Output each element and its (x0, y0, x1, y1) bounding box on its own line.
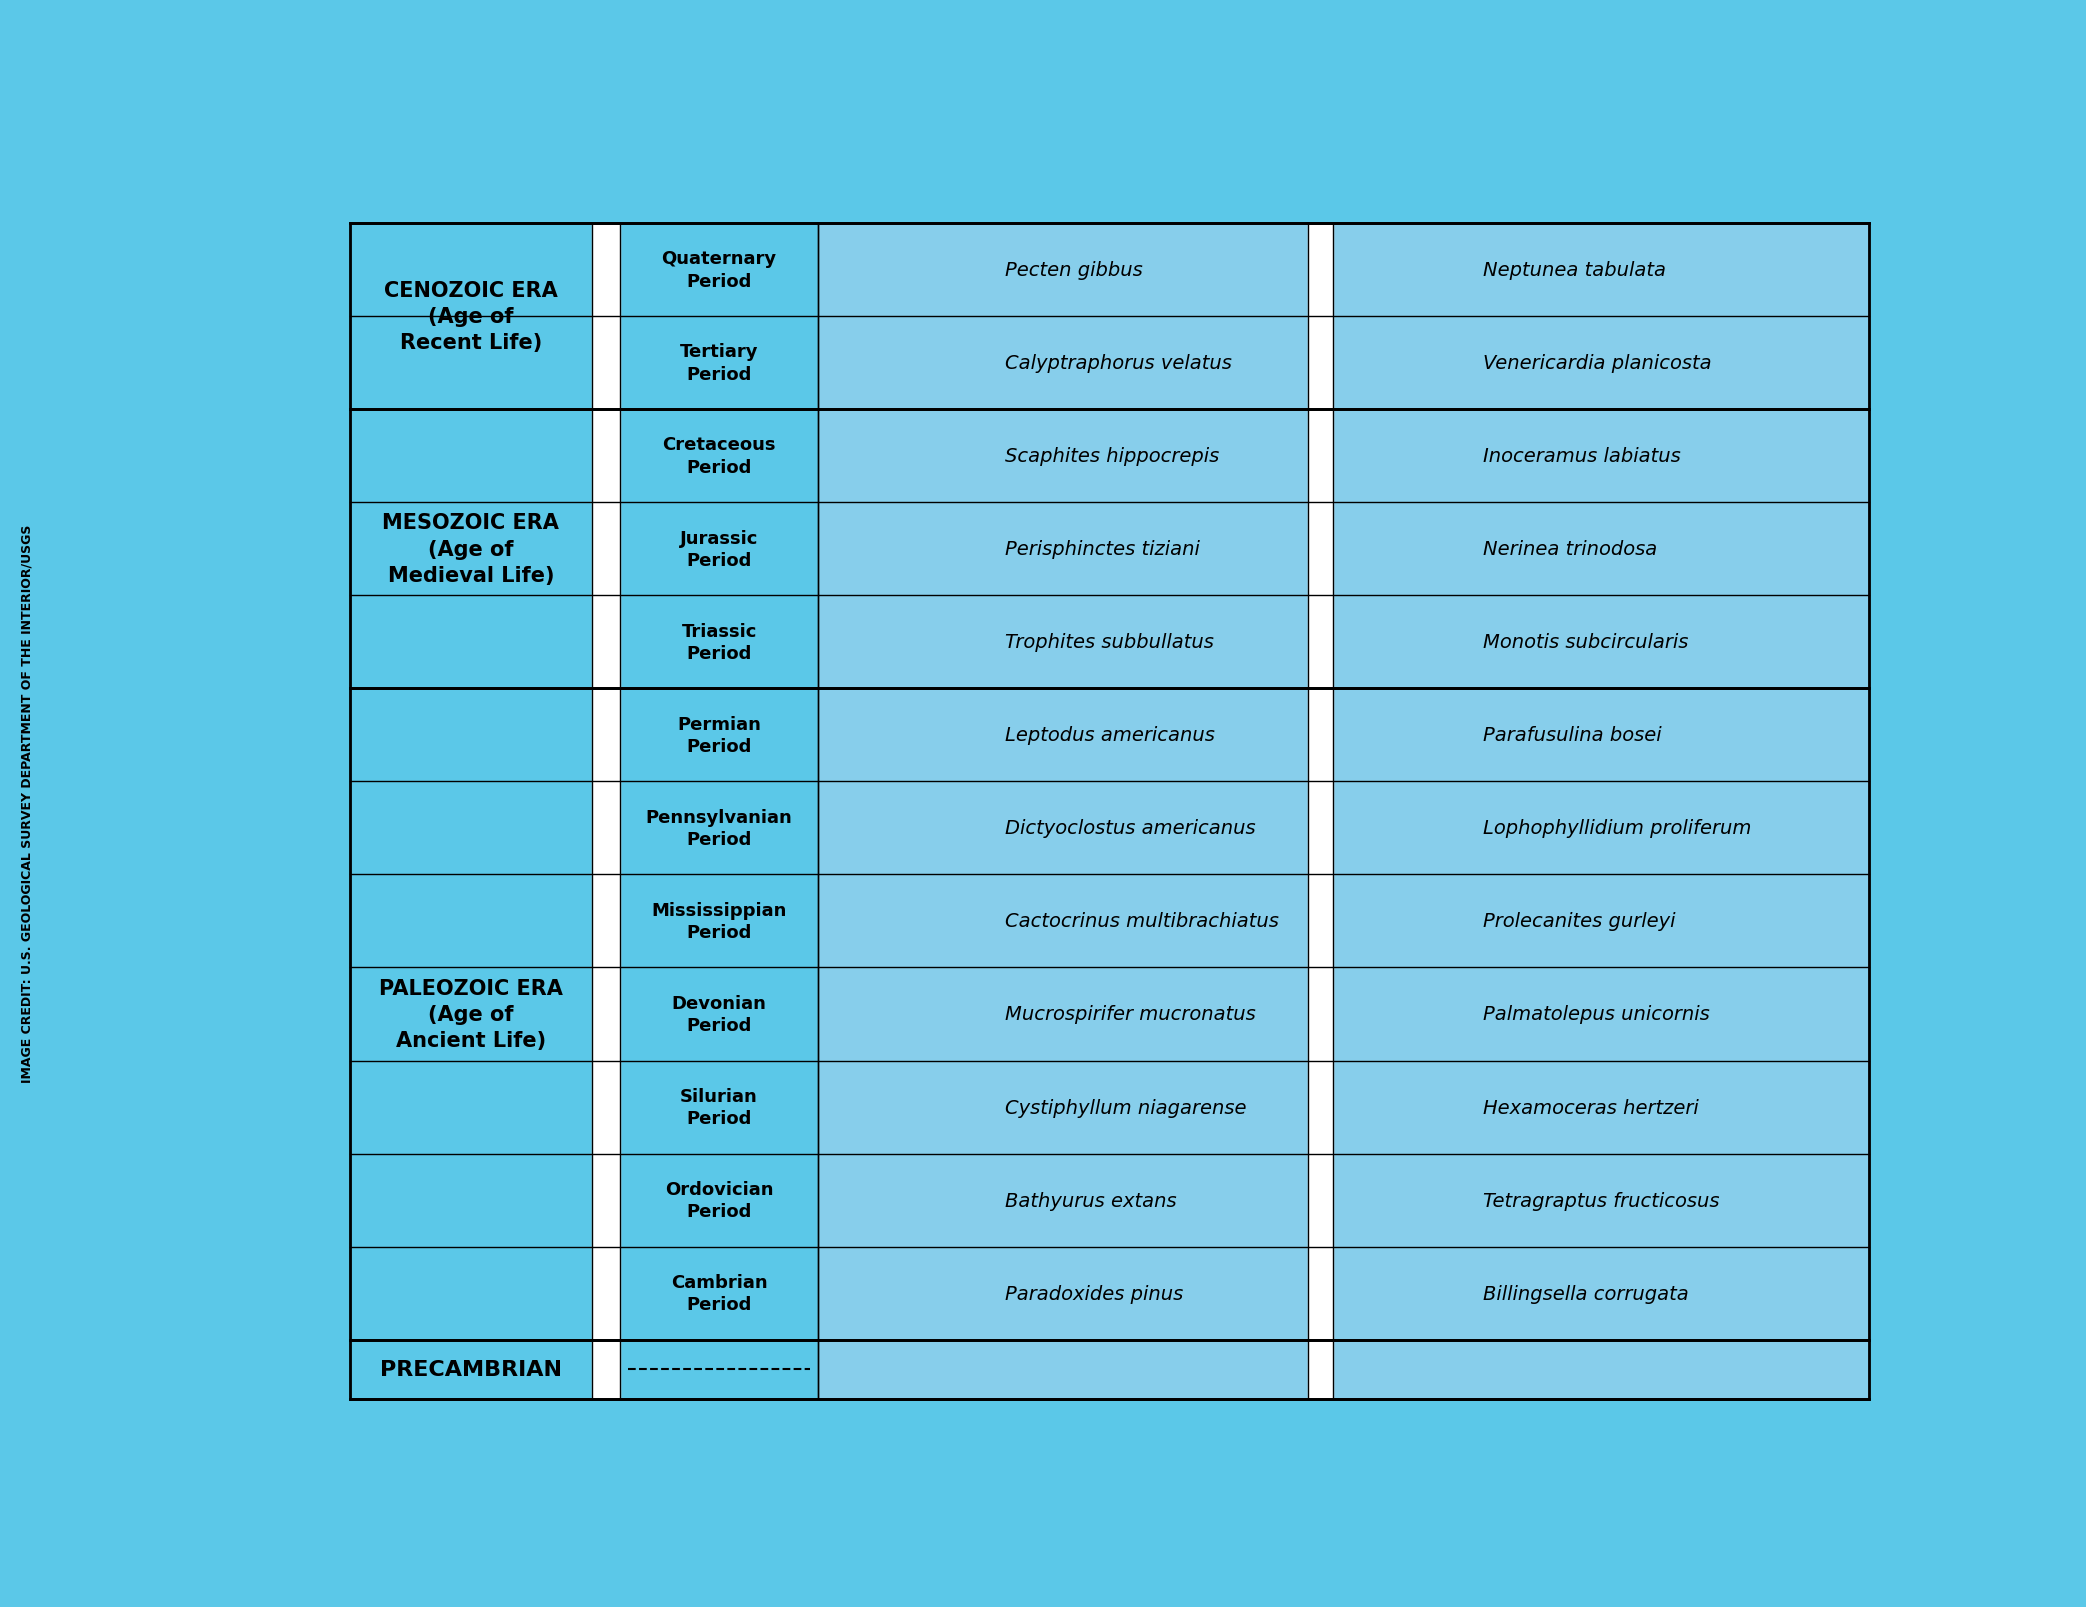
Text: Calyptraphorus velatus: Calyptraphorus velatus (1005, 354, 1231, 373)
Text: Tetragraptus fructicosus: Tetragraptus fructicosus (1483, 1191, 1719, 1210)
Text: IMAGE CREDIT: U.S. GEOLOGICAL SURVEY DEPARTMENT OF THE INTERIOR/USGS: IMAGE CREDIT: U.S. GEOLOGICAL SURVEY DEP… (21, 524, 33, 1083)
Text: Dictyoclostus americanus: Dictyoclostus americanus (1005, 820, 1256, 837)
Text: Scaphites hippocrepis: Scaphites hippocrepis (1005, 447, 1218, 466)
Text: Bathyurus extans: Bathyurus extans (1005, 1191, 1177, 1210)
Text: Billingsella corrugata: Billingsella corrugata (1483, 1284, 1690, 1303)
Text: Cystiphyllum niagarense: Cystiphyllum niagarense (1005, 1098, 1245, 1117)
Text: PALEOZOIC ERA
(Age of
Ancient Life): PALEOZOIC ERA (Age of Ancient Life) (380, 979, 563, 1051)
Text: Pennsylvanian
Period: Pennsylvanian Period (647, 808, 793, 848)
Text: Perisphinctes tiziani: Perisphinctes tiziani (1005, 540, 1199, 559)
Text: Permian
Period: Permian Period (678, 715, 761, 755)
Text: Pecten gibbus: Pecten gibbus (1005, 260, 1143, 280)
Text: Tertiary
Period: Tertiary Period (680, 344, 759, 384)
Text: Cambrian
Period: Cambrian Period (672, 1273, 768, 1313)
Text: Mucrospirifer mucronatus: Mucrospirifer mucronatus (1005, 1004, 1256, 1024)
Text: Prolecanites gurleyi: Prolecanites gurleyi (1483, 911, 1675, 930)
Text: Venericardia planicosta: Venericardia planicosta (1483, 354, 1711, 373)
Text: Ordovician
Period: Ordovician Period (665, 1180, 774, 1220)
Text: Silurian
Period: Silurian Period (680, 1088, 757, 1128)
Text: MESOZOIC ERA
(Age of
Medieval Life): MESOZOIC ERA (Age of Medieval Life) (382, 513, 559, 585)
Text: Paradoxides pinus: Paradoxides pinus (1005, 1284, 1183, 1303)
Text: Jurassic
Period: Jurassic Period (680, 529, 757, 569)
Text: Nerinea trinodosa: Nerinea trinodosa (1483, 540, 1656, 559)
Text: CENOZOIC ERA
(Age of
Recent Life): CENOZOIC ERA (Age of Recent Life) (384, 280, 557, 354)
Text: Palmatolepus unicornis: Palmatolepus unicornis (1483, 1004, 1711, 1024)
Text: Cretaceous
Period: Cretaceous Period (663, 435, 776, 476)
Text: Triassic
Period: Triassic Period (682, 622, 757, 662)
Text: Mississippian
Period: Mississippian Period (651, 902, 786, 942)
Text: Cactocrinus multibrachiatus: Cactocrinus multibrachiatus (1005, 911, 1279, 930)
Text: Inoceramus labiatus: Inoceramus labiatus (1483, 447, 1681, 466)
Text: Leptodus americanus: Leptodus americanus (1005, 726, 1214, 744)
Text: Trophites subbullatus: Trophites subbullatus (1005, 633, 1214, 652)
Text: Neptunea tabulata: Neptunea tabulata (1483, 260, 1667, 280)
Text: Parafusulina bosei: Parafusulina bosei (1483, 726, 1660, 744)
Text: PRECAMBRIAN: PRECAMBRIAN (380, 1360, 561, 1379)
Text: Devonian
Period: Devonian Period (672, 995, 766, 1035)
Text: Monotis subcircularis: Monotis subcircularis (1483, 633, 1688, 652)
Text: Quaternary
Period: Quaternary Period (661, 251, 776, 291)
Text: Lophophyllidium proliferum: Lophophyllidium proliferum (1483, 820, 1752, 837)
Text: Hexamoceras hertzeri: Hexamoceras hertzeri (1483, 1098, 1698, 1117)
